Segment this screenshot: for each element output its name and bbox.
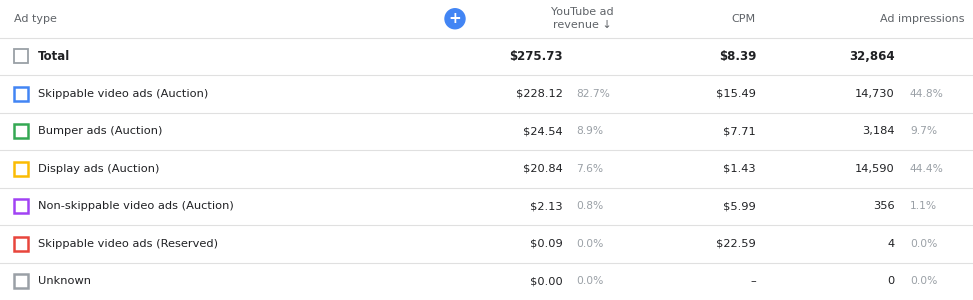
Text: 8.9%: 8.9% [576, 126, 603, 136]
Text: 14,730: 14,730 [855, 89, 895, 99]
Text: $22.59: $22.59 [716, 239, 756, 249]
Text: 1.1%: 1.1% [910, 201, 937, 211]
Text: 0.0%: 0.0% [576, 276, 603, 286]
Text: Skippable video ads (Auction): Skippable video ads (Auction) [38, 89, 208, 99]
Text: $15.49: $15.49 [716, 89, 756, 99]
Text: –: – [750, 276, 756, 286]
Bar [14, 274, 28, 288]
Text: $5.99: $5.99 [723, 201, 756, 211]
Bar [14, 124, 28, 138]
Text: 356: 356 [874, 201, 895, 211]
Text: 3,184: 3,184 [862, 126, 895, 136]
Bar [14, 162, 28, 176]
Text: Skippable video ads (Reserved): Skippable video ads (Reserved) [38, 239, 218, 249]
Text: $1.43: $1.43 [723, 164, 756, 174]
Text: $20.84: $20.84 [523, 164, 563, 174]
Text: 14,590: 14,590 [855, 164, 895, 174]
Text: Total: Total [38, 50, 70, 63]
Bar [14, 199, 28, 213]
Bar [14, 87, 28, 101]
Text: $0.00: $0.00 [530, 276, 563, 286]
Bar [14, 237, 28, 251]
Text: $228.12: $228.12 [516, 89, 563, 99]
Text: Non-skippable video ads (Auction): Non-skippable video ads (Auction) [38, 201, 234, 211]
Text: Ad type: Ad type [14, 14, 56, 24]
Text: Ad impressions: Ad impressions [881, 14, 965, 24]
Text: $7.71: $7.71 [723, 126, 756, 136]
Text: 7.6%: 7.6% [576, 164, 603, 174]
Text: Unknown: Unknown [38, 276, 91, 286]
Text: 0.0%: 0.0% [576, 239, 603, 249]
Circle shape [445, 9, 465, 29]
Text: 0.0%: 0.0% [910, 239, 937, 249]
Text: $8.39: $8.39 [719, 50, 756, 63]
Text: 0.0%: 0.0% [910, 276, 937, 286]
Text: 82.7%: 82.7% [576, 89, 610, 99]
Text: $2.13: $2.13 [530, 201, 563, 211]
Bar [14, 49, 28, 63]
Text: CPM: CPM [732, 14, 756, 24]
Text: YouTube ad
revenue ↓: YouTube ad revenue ↓ [551, 7, 614, 30]
Text: Bumper ads (Auction): Bumper ads (Auction) [38, 126, 162, 136]
Text: 0.8%: 0.8% [576, 201, 603, 211]
Text: $0.09: $0.09 [530, 239, 563, 249]
Text: 9.7%: 9.7% [910, 126, 937, 136]
Text: 44.4%: 44.4% [910, 164, 944, 174]
Text: 32,864: 32,864 [849, 50, 895, 63]
Text: Display ads (Auction): Display ads (Auction) [38, 164, 160, 174]
Text: $24.54: $24.54 [523, 126, 563, 136]
Text: +: + [449, 11, 461, 26]
Text: $275.73: $275.73 [510, 50, 563, 63]
Text: 4: 4 [888, 239, 895, 249]
Text: 44.8%: 44.8% [910, 89, 944, 99]
Text: 0: 0 [887, 276, 895, 286]
